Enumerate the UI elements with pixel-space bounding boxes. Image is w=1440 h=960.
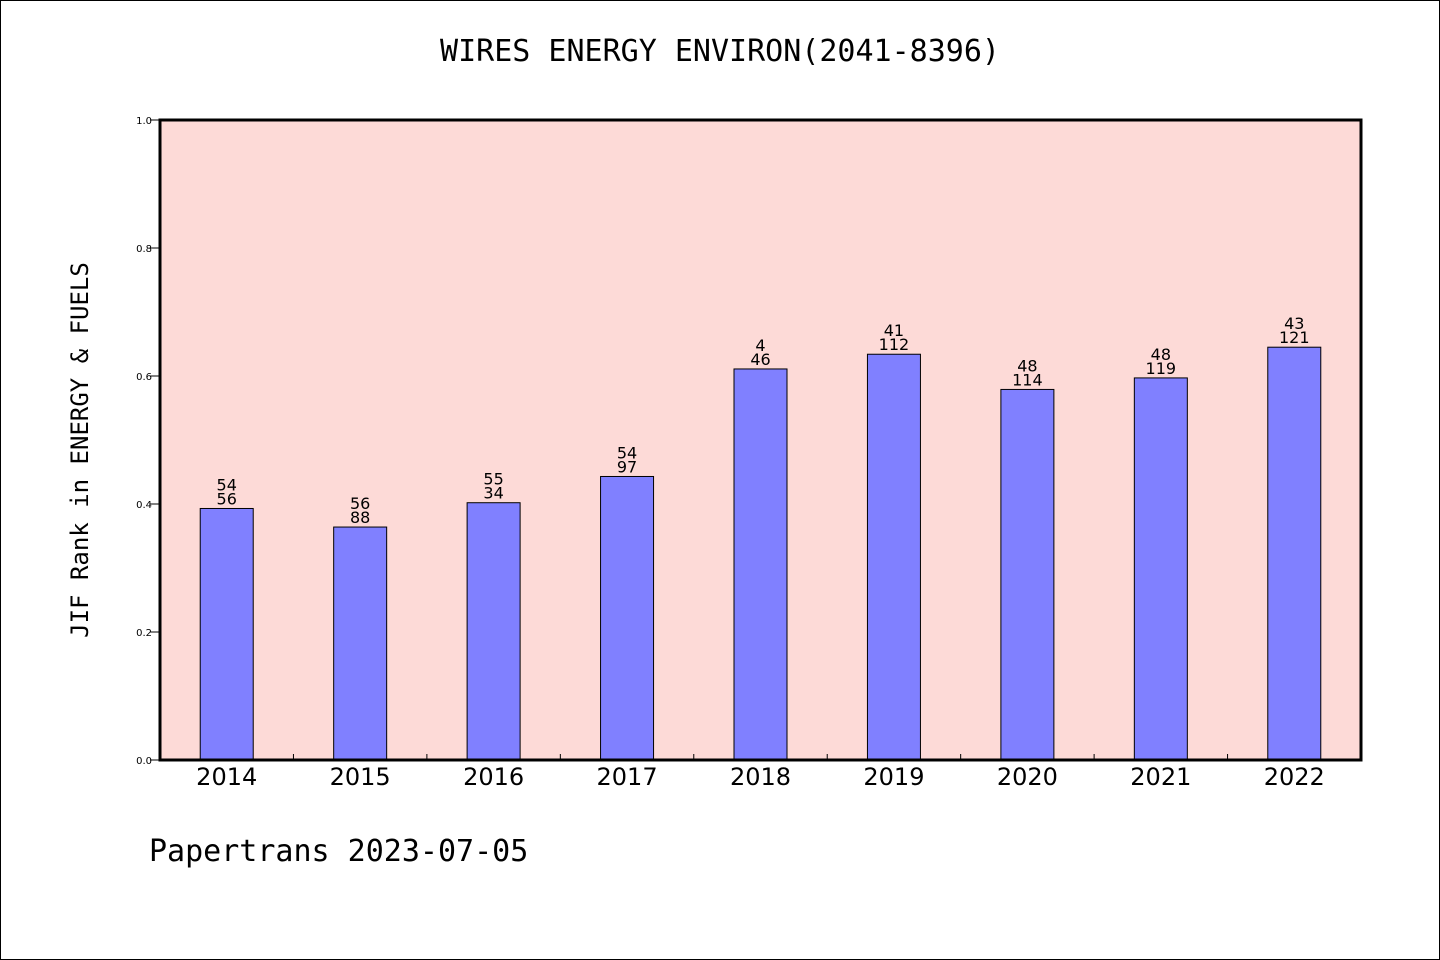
x-tick-label-2019: 2019 bbox=[863, 763, 924, 791]
bar-label-top-2020: 48 bbox=[1017, 356, 1037, 375]
x-tick-label-2020: 2020 bbox=[997, 763, 1058, 791]
bar-label-bottom-2014: 56 bbox=[217, 489, 237, 508]
bar-label-bottom-2020: 114 bbox=[1012, 370, 1043, 389]
bar-2014 bbox=[199, 507, 254, 761]
bar-label-top-2021: 48 bbox=[1151, 345, 1171, 364]
y-tick-label: 0.0 bbox=[136, 756, 152, 767]
x-tick-label-2017: 2017 bbox=[597, 763, 658, 791]
footer-source-date: Papertrans 2023-07-05 bbox=[149, 834, 529, 869]
y-tick-label: 0.8 bbox=[136, 244, 152, 255]
x-tick-label-2018: 2018 bbox=[730, 763, 791, 791]
bar-label-top-2015: 56 bbox=[350, 494, 370, 513]
plot-border bbox=[158, 118, 1363, 762]
x-tick-label-2021: 2021 bbox=[1130, 763, 1191, 791]
bar-2020 bbox=[1000, 388, 1055, 761]
bar-2021 bbox=[1133, 377, 1188, 761]
y-tick-label: 0.4 bbox=[136, 500, 152, 511]
y-tick-label: 0.6 bbox=[136, 372, 152, 383]
x-tick-label-2016: 2016 bbox=[463, 763, 524, 791]
chart-title: WIRES ENERGY ENVIRON(2041-8396) bbox=[440, 34, 1000, 69]
x-tick-label-2015: 2015 bbox=[330, 763, 391, 791]
bar-label-top-2022: 43 bbox=[1284, 314, 1304, 333]
bar-label-top-2014: 54 bbox=[217, 475, 237, 494]
y-tick-label: 1.0 bbox=[136, 116, 152, 127]
bar-label-bottom-2019: 112 bbox=[879, 335, 910, 354]
bar-label-bottom-2015: 88 bbox=[350, 508, 370, 527]
bar-2022 bbox=[1267, 346, 1322, 761]
bar-label-top-2019: 41 bbox=[884, 321, 904, 340]
bar-label-bottom-2017: 97 bbox=[617, 457, 637, 476]
bar-label-top-2016: 55 bbox=[483, 470, 503, 489]
bar-2019 bbox=[866, 353, 921, 761]
bar-2015 bbox=[333, 526, 388, 761]
bar-label-top-2017: 54 bbox=[617, 443, 637, 462]
bar-label-bottom-2018: 46 bbox=[750, 350, 770, 369]
bar-2018 bbox=[733, 368, 788, 761]
y-tick-label: 0.2 bbox=[136, 628, 152, 639]
x-tick-label-2014: 2014 bbox=[196, 763, 257, 791]
bar-2016 bbox=[466, 502, 521, 761]
bar-label-top-2018: 4 bbox=[755, 336, 765, 355]
bar-label-bottom-2021: 119 bbox=[1146, 359, 1177, 378]
bar-2017 bbox=[600, 475, 655, 761]
x-tick-label-2022: 2022 bbox=[1264, 763, 1325, 791]
bar-label-bottom-2016: 34 bbox=[483, 484, 503, 503]
bar-label-bottom-2022: 121 bbox=[1279, 328, 1310, 347]
